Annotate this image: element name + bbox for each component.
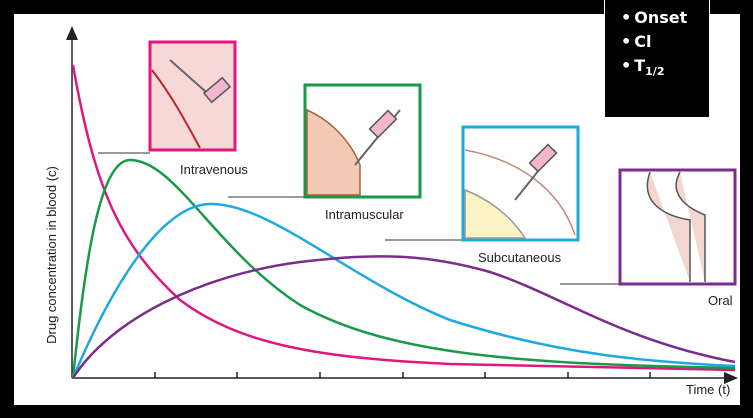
note: Cl (621, 30, 709, 54)
note-subscript: 1/2 (645, 65, 664, 78)
y-axis-label: Drug concentration in blood (c) (44, 166, 59, 344)
note: T1/2 (621, 54, 709, 78)
note-text: Cl (634, 32, 651, 51)
notes-box: Onset Cl T1/2 (604, 0, 710, 118)
x-axis-label: Time (t) (686, 382, 730, 397)
route-label: Intravenous (180, 162, 248, 177)
route-label: Oral (708, 293, 733, 308)
note: Onset (621, 6, 709, 30)
route-label: Intramuscular (325, 207, 404, 222)
note-text: T (634, 56, 645, 75)
route-label: Subcutaneous (478, 250, 562, 265)
page: {"y_axis_label": "Drug concentration in … (0, 0, 753, 418)
note-text: Onset (634, 8, 687, 27)
